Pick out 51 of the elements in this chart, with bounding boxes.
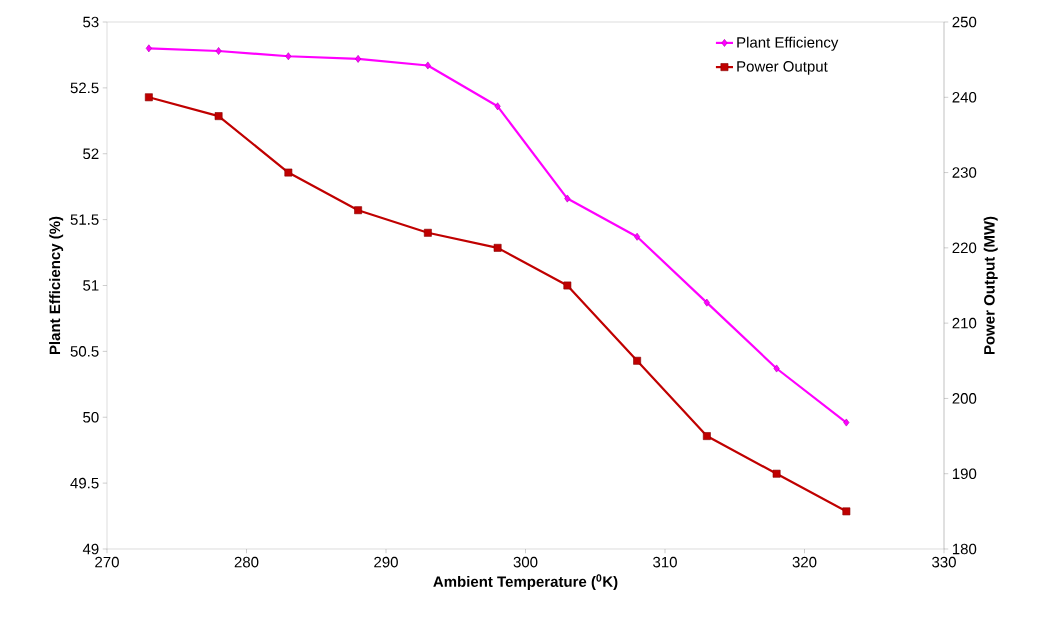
y2-tick-label: 190 — [952, 468, 977, 480]
point — [493, 243, 502, 252]
y2-tick-label: 230 — [952, 167, 977, 178]
y-tick-label: 50 — [83, 411, 99, 423]
y2-tick-label: 210 — [952, 317, 977, 329]
y-tick-label: 49 — [82, 543, 99, 555]
point — [144, 93, 153, 102]
y-tick-label: 51.5 — [70, 214, 99, 225]
legend-label: Plant Efficiency — [737, 36, 839, 51]
x-tick-label: 300 — [513, 556, 538, 568]
point — [215, 47, 222, 55]
y2-tick-label: 180 — [952, 543, 977, 555]
x-tick-label: 270 — [95, 556, 119, 568]
point — [634, 232, 641, 241]
point — [424, 61, 431, 70]
point — [773, 364, 780, 373]
y2-tick-label: 200 — [952, 393, 977, 404]
point — [145, 44, 152, 53]
point — [703, 298, 710, 307]
point — [214, 112, 223, 120]
y-tick-label: 49.5 — [70, 477, 99, 489]
y-axis-title: Plant Efficiency (%) — [49, 216, 64, 355]
x-tick-label: 320 — [792, 556, 817, 568]
legend-label: Power Output — [737, 61, 828, 75]
x-tick-label: 290 — [374, 556, 398, 568]
point — [355, 54, 362, 63]
point — [563, 281, 572, 290]
point — [842, 507, 851, 516]
y2-axis-title: Power Output (MW) — [983, 216, 998, 355]
point — [354, 206, 362, 215]
y2-tick-label: 250 — [952, 16, 977, 28]
point — [702, 432, 711, 440]
point — [633, 356, 642, 365]
point — [285, 52, 292, 61]
point — [284, 168, 293, 177]
y-tick-label: 52 — [83, 148, 99, 160]
x-tick-label: 310 — [653, 556, 677, 568]
point — [564, 194, 571, 203]
point — [494, 102, 501, 111]
y2-tick-label: 240 — [952, 91, 977, 103]
y-tick-label: 53 — [83, 16, 99, 28]
point — [772, 469, 781, 478]
y-tick-label: 51 — [83, 280, 99, 291]
y-tick-label: 52.5 — [70, 82, 99, 94]
x-axis-title: Ambient Temperature ($^{0}$K) — [433, 574, 618, 590]
point — [423, 228, 432, 237]
y-tick-label: 50.5 — [70, 346, 99, 357]
point — [843, 418, 850, 427]
y2-tick-label: 220 — [952, 242, 977, 254]
x-tick-label: 330 — [932, 556, 956, 568]
x-tick-label: 280 — [234, 556, 259, 568]
